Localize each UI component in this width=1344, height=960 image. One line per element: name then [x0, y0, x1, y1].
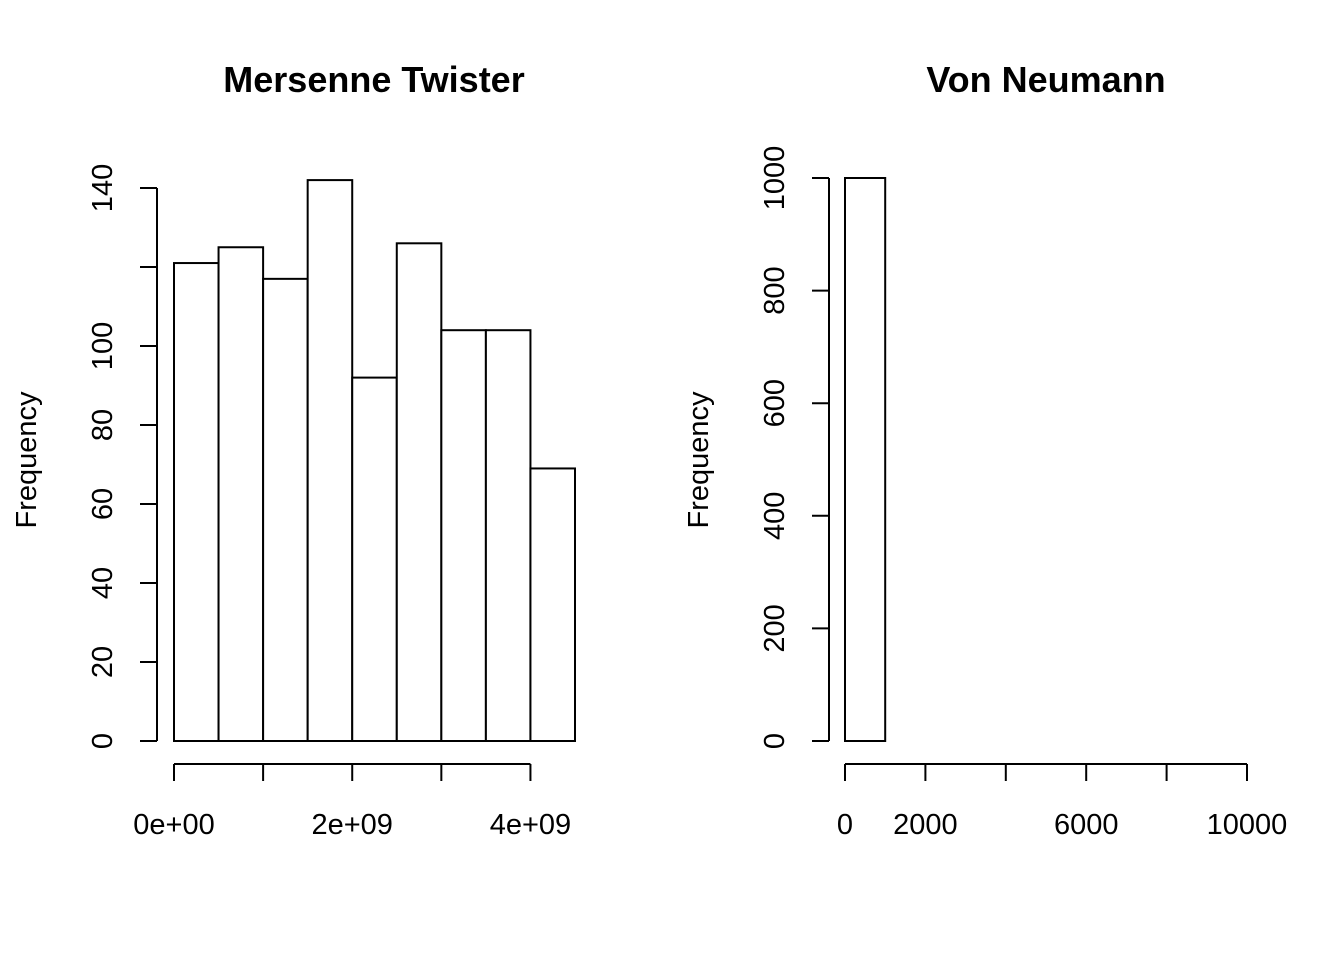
bar — [173, 262, 220, 742]
panel-mersenne-twister: Mersenne Twister Frequency 0 20 40 60 80 100 1… — [11, 59, 577, 841]
y-tick-label: 800 — [759, 266, 791, 314]
y-axis-label: Frequency — [683, 391, 715, 529]
y-tick-label: 1000 — [759, 146, 791, 211]
bars — [173, 179, 577, 743]
y-tick-label: 40 — [87, 567, 119, 599]
bar — [306, 179, 354, 743]
y-tick-label: 600 — [759, 379, 791, 427]
y-axis: 0 200 400 600 800 1000 — [759, 146, 830, 749]
bar — [262, 277, 309, 742]
x-tick-label: 0 — [837, 809, 853, 841]
x-axis: 0e+00 2e+09 4e+09 — [133, 763, 571, 841]
y-tick-label: 100 — [87, 322, 119, 370]
x-tick-label: 2000 — [893, 809, 958, 841]
bar — [351, 376, 398, 742]
bar — [529, 467, 577, 742]
panel-von-neumann: Von Neumann Frequency 02004006008001000 … — [683, 59, 1287, 841]
bar — [440, 329, 487, 742]
y-tick-label: 60 — [87, 488, 119, 520]
y-tick-label: 140 — [87, 164, 119, 212]
chart-title: Mersenne Twister — [223, 59, 524, 100]
bar — [844, 177, 887, 742]
bar — [217, 246, 265, 742]
x-axis: 0 2000 6000 10000 — [837, 763, 1288, 841]
bars — [844, 177, 887, 742]
x-tick-label: 0e+00 — [133, 809, 214, 841]
y-tick-label: 200 — [759, 604, 791, 652]
y-axis-label: Frequency — [11, 391, 43, 529]
y-axis: 0 20 40 60 80 100 140 — [87, 164, 158, 749]
bar — [395, 242, 443, 743]
bar — [484, 329, 532, 742]
x-tick-label: 2e+09 — [311, 809, 392, 841]
y-tick-label: 400 — [759, 492, 791, 540]
y-tick-label: 0 — [87, 733, 119, 749]
y-tick-label: 80 — [87, 409, 119, 441]
chart-title: Von Neumann — [926, 59, 1165, 100]
y-tick-label: 20 — [87, 646, 119, 678]
x-tick-label: 10000 — [1207, 809, 1288, 841]
y-tick-label: 0 — [759, 733, 791, 749]
x-tick-label: 6000 — [1054, 809, 1119, 841]
x-tick-label: 4e+09 — [490, 809, 571, 841]
